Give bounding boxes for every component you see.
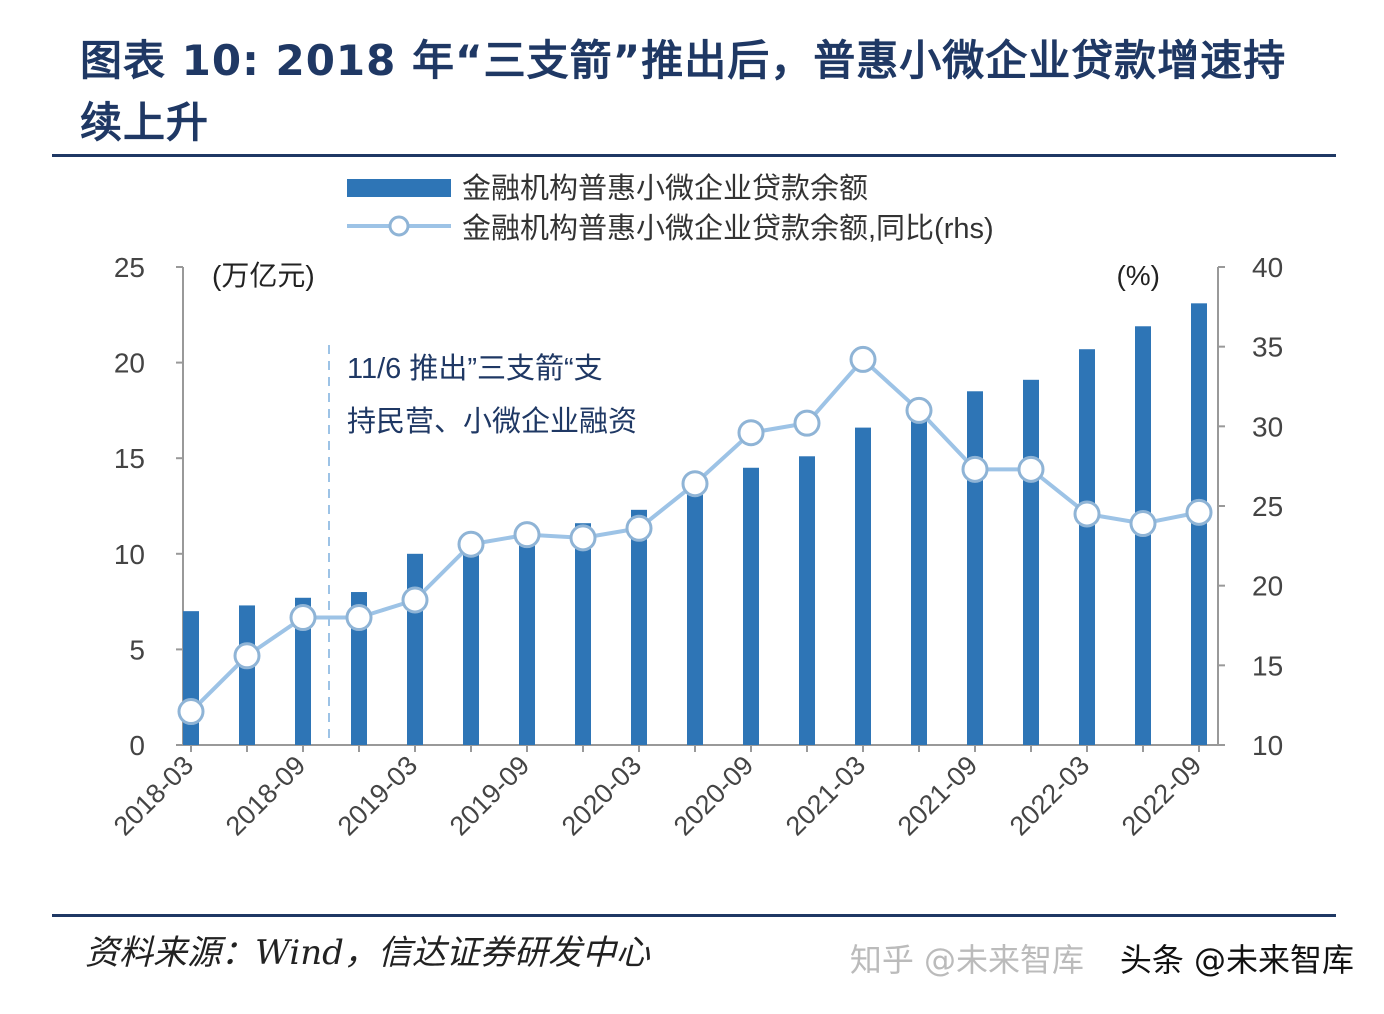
- left-tick-label: 10: [114, 539, 145, 570]
- bottom-divider: [52, 914, 1336, 917]
- bar: [743, 467, 759, 745]
- top-divider: [52, 154, 1336, 157]
- bar: [631, 509, 647, 745]
- line-point: [1017, 455, 1045, 483]
- x-tick-label: 2022-09: [1116, 750, 1207, 841]
- watermark: 头条 @未来智库: [1119, 941, 1354, 979]
- right-tick-label: 25: [1252, 491, 1283, 522]
- line-point: [513, 521, 541, 549]
- line-point: [1185, 498, 1213, 526]
- right-tick-label: 20: [1252, 571, 1283, 602]
- bar: [1079, 349, 1095, 745]
- legend-bar-swatch: [347, 179, 451, 197]
- page-title: 图表 10: 2018 年“三支箭”推出后，普惠小微企业贷款增速持续上升: [80, 36, 1287, 147]
- line-point: [401, 586, 429, 614]
- right-tick-label: 30: [1252, 411, 1283, 442]
- line-point: [233, 642, 261, 670]
- bar: [799, 456, 815, 745]
- left-axis-label: (万亿元): [212, 260, 315, 291]
- bar: [407, 553, 423, 745]
- line-point: [457, 530, 485, 558]
- line-point: [1073, 500, 1101, 528]
- x-tick-label: 2019-09: [444, 750, 535, 841]
- bar: [911, 408, 927, 745]
- left-tick-label: 20: [114, 348, 145, 379]
- left-tick-label: 15: [114, 443, 145, 474]
- x-tick-label: 2021-09: [892, 750, 983, 841]
- line-point: [905, 396, 933, 424]
- legend-bar-label: 金融机构普惠小微企业贷款余额: [462, 172, 868, 205]
- line-point: [177, 698, 205, 726]
- right-tick-label: 10: [1252, 730, 1283, 761]
- source-note: 资料来源：Wind，信达证券研发中心: [85, 933, 650, 973]
- x-tick-label: 2020-09: [668, 750, 759, 841]
- watermark-zhihu: 知乎 @未来智库: [849, 941, 1084, 979]
- annotation-line-2: 持民营、小微企业融资: [347, 405, 637, 438]
- line-point: [569, 524, 597, 552]
- left-tick-label: 5: [129, 634, 145, 665]
- line-point: [849, 345, 877, 373]
- left-tick-label: 0: [129, 730, 145, 761]
- bar: [463, 540, 479, 745]
- bar: [967, 391, 983, 745]
- line-point: [625, 514, 653, 542]
- line-point: [737, 419, 765, 447]
- x-tick-label: 2019-03: [332, 750, 423, 841]
- legend-line-marker: [388, 215, 410, 237]
- bar: [855, 427, 871, 745]
- x-tick-label: 2018-09: [220, 750, 311, 841]
- line-point: [1129, 510, 1157, 538]
- line-point: [289, 604, 317, 632]
- line-point: [961, 455, 989, 483]
- x-tick-label: 2022-03: [1004, 750, 1095, 841]
- annotation-line-1: 11/6 推出”三支箭“支: [347, 352, 603, 385]
- x-tick-label: 2018-03: [108, 750, 199, 841]
- line-point: [345, 604, 373, 632]
- line-point: [793, 409, 821, 437]
- legend-line-label: 金融机构普惠小微企业贷款余额,同比(rhs): [462, 212, 994, 245]
- x-tick-label: 2020-03: [556, 750, 647, 841]
- right-tick-label: 15: [1252, 650, 1283, 681]
- bar: [295, 597, 311, 745]
- bar: [239, 605, 255, 745]
- right-tick-label: 40: [1252, 252, 1283, 283]
- x-tick-label: 2021-03: [780, 750, 871, 841]
- bar: [519, 534, 535, 745]
- left-tick-label: 25: [114, 252, 145, 283]
- bar: [687, 486, 703, 745]
- right-axis-label: (%): [1116, 260, 1160, 291]
- bar: [575, 523, 591, 745]
- line-point: [681, 470, 709, 498]
- bar: [1023, 379, 1039, 745]
- right-tick-label: 35: [1252, 332, 1283, 363]
